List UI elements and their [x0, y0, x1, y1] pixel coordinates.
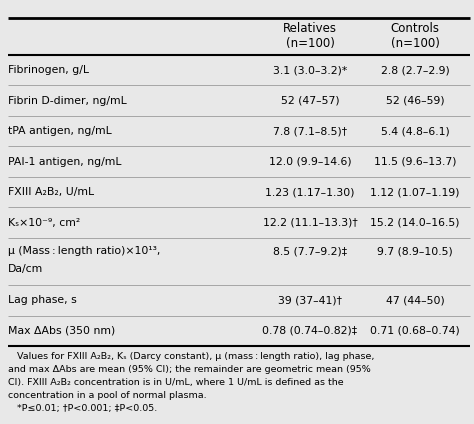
Text: 7.8 (7.1–8.5)†: 7.8 (7.1–8.5)† [273, 126, 347, 136]
Text: 11.5 (9.6–13.7): 11.5 (9.6–13.7) [374, 157, 456, 167]
Text: μ (Mass : length ratio)×10¹³,: μ (Mass : length ratio)×10¹³, [8, 246, 160, 256]
Text: 1.23 (1.17–1.30): 1.23 (1.17–1.30) [265, 187, 355, 197]
Text: FXIII A₂B₂, U/mL: FXIII A₂B₂, U/mL [8, 187, 94, 197]
Text: 1.12 (1.07–1.19): 1.12 (1.07–1.19) [370, 187, 460, 197]
Text: Relatives: Relatives [283, 22, 337, 34]
Text: (n=100): (n=100) [285, 36, 335, 50]
Text: concentration in a pool of normal plasma.: concentration in a pool of normal plasma… [8, 391, 207, 400]
Text: 52 (46–59): 52 (46–59) [386, 96, 444, 106]
Text: 3.1 (3.0–3.2)*: 3.1 (3.0–3.2)* [273, 65, 347, 75]
Text: 47 (44–50): 47 (44–50) [386, 295, 444, 305]
Text: 12.0 (9.9–14.6): 12.0 (9.9–14.6) [269, 157, 351, 167]
Text: Da/cm: Da/cm [8, 264, 43, 273]
Text: 39 (37–41)†: 39 (37–41)† [278, 295, 342, 305]
Text: tPA antigen, ng/mL: tPA antigen, ng/mL [8, 126, 112, 136]
Text: Fibrin D-dimer, ng/mL: Fibrin D-dimer, ng/mL [8, 96, 127, 106]
Text: 9.7 (8.9–10.5): 9.7 (8.9–10.5) [377, 246, 453, 256]
Text: 8.5 (7.7–9.2)‡: 8.5 (7.7–9.2)‡ [273, 246, 347, 256]
Text: 5.4 (4.8–6.1): 5.4 (4.8–6.1) [381, 126, 449, 136]
Text: Kₛ×10⁻⁹, cm²: Kₛ×10⁻⁹, cm² [8, 218, 80, 228]
Text: Controls: Controls [391, 22, 439, 34]
Text: (n=100): (n=100) [391, 36, 439, 50]
Text: 52 (47–57): 52 (47–57) [281, 96, 339, 106]
Text: *P≤0.01; †P<0.001; ‡P<0.05.: *P≤0.01; †P<0.001; ‡P<0.05. [8, 404, 157, 413]
Text: 0.71 (0.68–0.74): 0.71 (0.68–0.74) [370, 326, 460, 336]
Text: CI). FXIII A₂B₂ concentration is in U/mL, where 1 U/mL is defined as the: CI). FXIII A₂B₂ concentration is in U/mL… [8, 378, 344, 387]
Text: PAI-1 antigen, ng/mL: PAI-1 antigen, ng/mL [8, 157, 121, 167]
Text: Lag phase, s: Lag phase, s [8, 295, 77, 305]
Text: Max ΔAbs (350 nm): Max ΔAbs (350 nm) [8, 326, 115, 336]
Text: and max ΔAbs are mean (95% CI); the remainder are geometric mean (95%: and max ΔAbs are mean (95% CI); the rema… [8, 365, 371, 374]
Text: 2.8 (2.7–2.9): 2.8 (2.7–2.9) [381, 65, 449, 75]
Text: Values for FXIII A₂B₂, Kₛ (Darcy constant), μ (mass : length ratio), lag phase,: Values for FXIII A₂B₂, Kₛ (Darcy constan… [8, 352, 374, 361]
Text: Fibrinogen, g/L: Fibrinogen, g/L [8, 65, 89, 75]
Text: 15.2 (14.0–16.5): 15.2 (14.0–16.5) [370, 218, 460, 228]
Text: 0.78 (0.74–0.82)‡: 0.78 (0.74–0.82)‡ [263, 326, 357, 336]
Text: 12.2 (11.1–13.3)†: 12.2 (11.1–13.3)† [263, 218, 357, 228]
